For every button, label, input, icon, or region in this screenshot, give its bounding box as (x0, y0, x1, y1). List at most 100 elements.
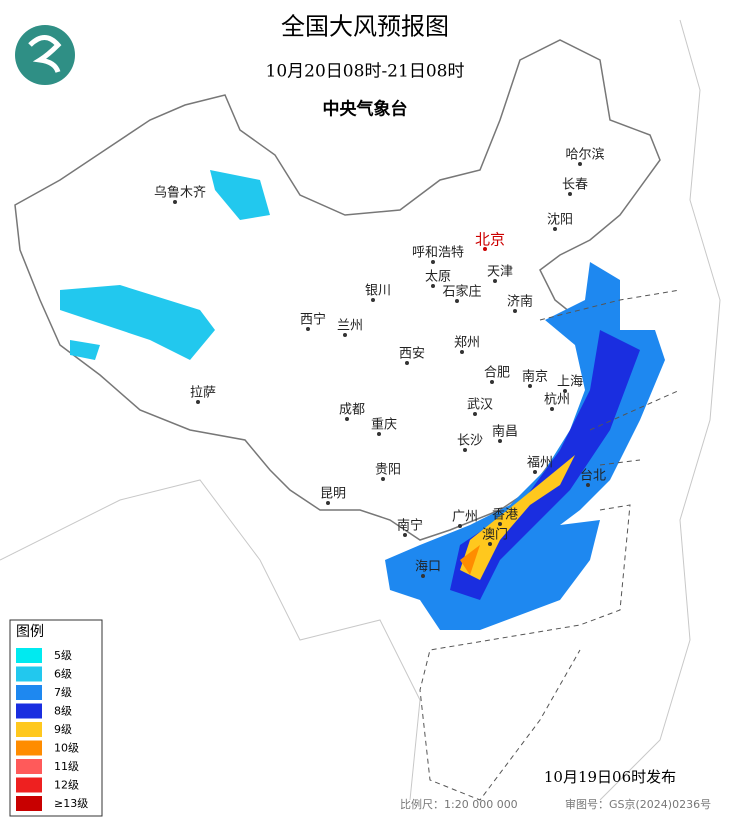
wind-area-10 (460, 545, 480, 575)
city-dot (463, 448, 467, 452)
city-label: 贵阳 (375, 463, 401, 478)
city-label: 合肥 (484, 366, 510, 381)
city-dot (377, 432, 381, 436)
legend-swatch (16, 685, 42, 700)
city-label: 兰州 (337, 319, 363, 334)
basemap (0, 19, 721, 801)
legend-title: 图例 (16, 624, 44, 640)
city-label: 乌鲁木齐 (154, 185, 206, 201)
legend-label: 5级 (54, 649, 72, 662)
city-label: 济南 (507, 294, 533, 310)
wind-area-9 (460, 455, 575, 580)
legend-swatch (16, 796, 42, 811)
city-dot (196, 400, 200, 404)
city-dot (483, 247, 487, 251)
city-dot (306, 327, 310, 331)
city-label: 太原 (425, 270, 451, 285)
city-label: 南宁 (397, 518, 423, 534)
city-dot (371, 298, 375, 302)
city-dot (326, 501, 330, 505)
city-dot (563, 389, 567, 393)
city-label: 福州 (527, 456, 553, 471)
city-label: 长春 (562, 178, 588, 193)
subtitle: 10月20日08时-21日08时 (266, 62, 465, 82)
city-dot (421, 574, 425, 578)
city-dot (455, 299, 459, 303)
city-label: 长沙 (457, 434, 483, 449)
legend-label: ≥13级 (54, 797, 88, 810)
agency: 中央气象台 (323, 99, 408, 120)
legend-label: 11级 (54, 760, 79, 773)
legend-swatch (16, 759, 42, 774)
city-dot (345, 417, 349, 421)
city-label: 拉萨 (190, 386, 216, 401)
city-dot (490, 380, 494, 384)
issued-time: 10月19日06时发布 (544, 768, 676, 786)
city-label: 成都 (339, 403, 365, 418)
title: 全国大风预报图 (281, 13, 449, 41)
city-dot (381, 477, 385, 481)
legend-swatch (16, 703, 42, 719)
city-dot (586, 483, 590, 487)
wind-areas (60, 170, 665, 630)
city-label: 南京 (522, 369, 548, 385)
city-label: 南昌 (492, 424, 518, 440)
city-dot (533, 470, 537, 474)
city-label: 海口 (415, 560, 441, 575)
scale: 比例尺：1:20 000 000 (400, 797, 518, 811)
wind-area-6 (70, 340, 100, 360)
city-dot (578, 162, 582, 166)
city-dot (513, 309, 517, 313)
legend-label: 12级 (54, 779, 79, 792)
wind-area-6 (210, 170, 270, 220)
city-label: 武汉 (467, 398, 493, 413)
legend-swatch (16, 648, 42, 663)
logo (15, 25, 75, 85)
city-label: 昆明 (320, 487, 346, 502)
city-label: 呼和浩特 (412, 246, 464, 261)
city-dot (403, 533, 407, 537)
city-label: 哈尔滨 (565, 147, 604, 163)
city-label: 沈阳 (547, 213, 573, 228)
legend-swatch (16, 777, 42, 793)
wind-area-6 (60, 285, 215, 360)
legend-swatch (16, 666, 42, 682)
city-dot (550, 407, 554, 411)
city-label: 澳门 (482, 527, 508, 543)
city-dot (488, 542, 492, 546)
city-dot (498, 439, 502, 443)
city-dot (568, 192, 572, 196)
legend-label: 10级 (54, 742, 79, 755)
city-label: 郑州 (454, 336, 480, 351)
city-dot (405, 361, 409, 365)
city-label: 广州 (452, 510, 478, 525)
legend-label: 9级 (54, 723, 72, 736)
sea-boundary (419, 289, 681, 801)
city-dot (343, 333, 347, 337)
city-label: 西宁 (300, 312, 326, 328)
city-dot (528, 384, 532, 388)
review-number: 审图号：GS京(2024)0236号 (565, 797, 711, 811)
city-dot (460, 350, 464, 354)
city-dot (458, 524, 462, 528)
city-dot (431, 284, 435, 288)
city-label: 北京 (475, 231, 505, 249)
city-dot (553, 227, 557, 231)
legend-items: 5级 6级 7级 8级 9级 10级 11级 12级 ≥13级 (16, 648, 88, 811)
city-dot (173, 200, 177, 204)
city-label: 台北 (580, 469, 606, 484)
legend-label: 8级 (54, 705, 72, 718)
city-label: 石家庄 (442, 284, 481, 300)
city-dot (493, 279, 497, 283)
wind-area-7 (385, 262, 665, 630)
city-dot (431, 260, 435, 264)
city-dot (473, 412, 477, 416)
city-label: 杭州 (544, 393, 570, 408)
legend-label: 6级 (54, 668, 72, 681)
legend-swatch (16, 740, 42, 756)
city-dot (498, 522, 502, 526)
city-label: 重庆 (371, 417, 397, 433)
